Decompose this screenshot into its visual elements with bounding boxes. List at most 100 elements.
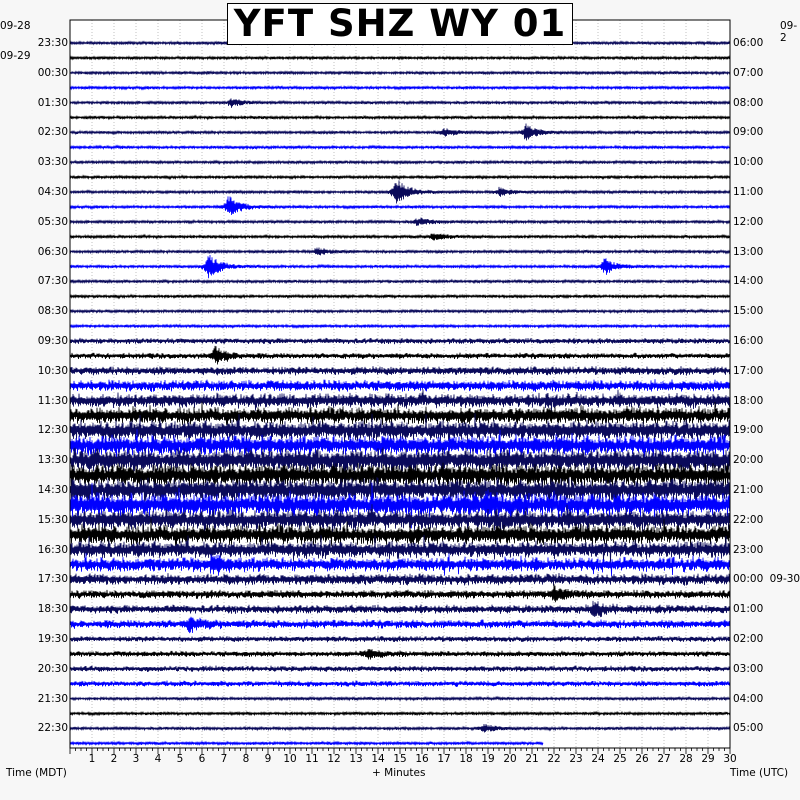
left-time-label: 04:30 xyxy=(37,186,68,198)
left-time-label: 09:30 xyxy=(37,335,68,347)
left-time-label: 06:30 xyxy=(37,245,68,258)
seismic-trace-row xyxy=(69,695,731,702)
seismic-trace-row xyxy=(69,254,731,279)
x-tick-label: 29 xyxy=(701,753,715,765)
right-time-label: 02:00 xyxy=(733,633,764,645)
x-tick-label: 3 xyxy=(132,753,140,765)
left-time-label: 17:30 xyxy=(37,573,68,586)
right-time-label: 07:00 xyxy=(733,66,764,79)
x-tick-label: 9 xyxy=(264,753,272,765)
left-time-label: 05:30 xyxy=(37,215,68,228)
right-time-label: 11:00 xyxy=(733,186,764,198)
chart-title: YFT SHZ WY 01 xyxy=(227,3,573,45)
left-time-label: 02:30 xyxy=(37,126,68,139)
seismic-trace-row xyxy=(69,649,731,660)
seismic-trace-row xyxy=(69,69,731,76)
right-time-label: 13:00 xyxy=(733,245,764,258)
seismic-trace-row xyxy=(69,635,731,643)
left-time-label: 22:30 xyxy=(37,722,68,735)
x-tick-label: 22 xyxy=(547,753,561,765)
seismic-trace-row xyxy=(69,366,731,376)
seismic-trace-row xyxy=(69,723,731,733)
x-tick-label: 10 xyxy=(283,753,297,765)
seismic-trace-row xyxy=(69,553,731,577)
x-tick-label: 20 xyxy=(503,753,517,765)
x-tick-label: 24 xyxy=(591,753,605,765)
x-tick-label: 11 xyxy=(305,753,319,765)
seismic-trace-row xyxy=(69,665,731,673)
seismic-trace-row xyxy=(69,518,731,547)
x-tick-label: 14 xyxy=(371,753,385,765)
seismic-trace-row xyxy=(69,196,731,216)
seismic-trace-row xyxy=(69,114,731,121)
right-time-label: 10:00 xyxy=(733,156,764,169)
right-time-label: 00:00 09-30 xyxy=(733,573,800,586)
right-time-label: 16:00 xyxy=(733,335,764,347)
right-time-label: 05:00 xyxy=(733,722,764,735)
left-time-label: 01:30 xyxy=(37,96,68,109)
x-tick-label: 8 xyxy=(242,753,250,765)
x-tick-label: 26 xyxy=(635,753,649,765)
x-tick-label: 28 xyxy=(679,753,693,765)
left-time-label: 21:30 xyxy=(37,692,68,705)
x-tick-label: 12 xyxy=(327,753,341,765)
left-axis-title: Time (MDT) xyxy=(6,767,67,779)
x-tick-label: 6 xyxy=(198,753,206,765)
x-tick-label: 2 xyxy=(110,753,118,765)
seismic-trace-row xyxy=(69,323,731,330)
seismic-trace-row xyxy=(69,98,731,108)
seismic-trace-row xyxy=(69,740,544,747)
seismic-trace-row xyxy=(69,308,731,315)
seismic-trace-row xyxy=(69,401,731,426)
seismic-trace-row xyxy=(69,600,731,618)
left-time-label: 18:30 xyxy=(37,603,68,616)
start-date-left: 09-28 xyxy=(0,20,31,32)
left-time-label: 20:30 xyxy=(37,662,68,675)
left-time-label: 12:30 xyxy=(37,424,68,437)
seismic-trace-row xyxy=(69,159,731,166)
right-time-label: 19:00 xyxy=(733,424,764,437)
x-tick-label: 27 xyxy=(657,753,671,765)
seismic-trace-row xyxy=(69,123,731,141)
axis-ticks xyxy=(69,748,731,754)
right-time-label: 01:00 xyxy=(733,603,764,616)
seismic-trace-row xyxy=(69,413,731,447)
right-time-label: 23:00 xyxy=(733,543,764,556)
x-tick-label: 25 xyxy=(613,753,627,765)
seismic-trace-row xyxy=(69,278,731,285)
seismic-trace-row xyxy=(69,616,731,634)
seismic-trace-row xyxy=(69,710,731,717)
left-time-label: 11:30 xyxy=(37,394,68,407)
seismic-trace-row xyxy=(69,84,731,91)
right-time-label: 09:00 xyxy=(733,126,764,139)
x-tick-label: 1 xyxy=(88,753,96,765)
seismic-trace-row xyxy=(69,54,731,61)
seismic-trace-row xyxy=(69,233,731,241)
right-axis-title: Time (UTC) xyxy=(730,767,789,779)
x-tick-label: 21 xyxy=(525,753,539,765)
seismic-trace-row xyxy=(69,217,731,226)
seismic-trace-row xyxy=(69,247,731,256)
x-tick-label: 18 xyxy=(459,753,473,765)
right-time-label: 03:00 xyxy=(733,662,764,675)
x-tick-label: 17 xyxy=(437,753,451,765)
right-time-label: 20:00 xyxy=(733,454,764,467)
next-date-left: 09-29 xyxy=(0,50,31,62)
left-time-label: 23:30 xyxy=(37,37,68,49)
left-time-label: 14:30 xyxy=(37,484,68,496)
right-time-label: 21:00 xyxy=(733,484,764,496)
left-time-label: 19:30 xyxy=(37,633,68,645)
seismic-trace-row xyxy=(69,447,731,479)
left-time-label: 10:30 xyxy=(37,364,68,377)
seismic-trace-row xyxy=(69,180,731,204)
right-time-label: 14:00 xyxy=(733,275,764,288)
right-time-label: 12:00 xyxy=(733,215,764,228)
left-time-label: 08:30 xyxy=(37,305,68,318)
x-tick-label: 13 xyxy=(349,753,363,765)
x-tick-label: 5 xyxy=(176,753,184,765)
x-tick-label: 16 xyxy=(415,753,429,765)
right-time-label: 18:00 xyxy=(733,394,764,407)
x-axis-title: + Minutes xyxy=(372,767,426,779)
seismic-trace-row xyxy=(69,680,731,687)
